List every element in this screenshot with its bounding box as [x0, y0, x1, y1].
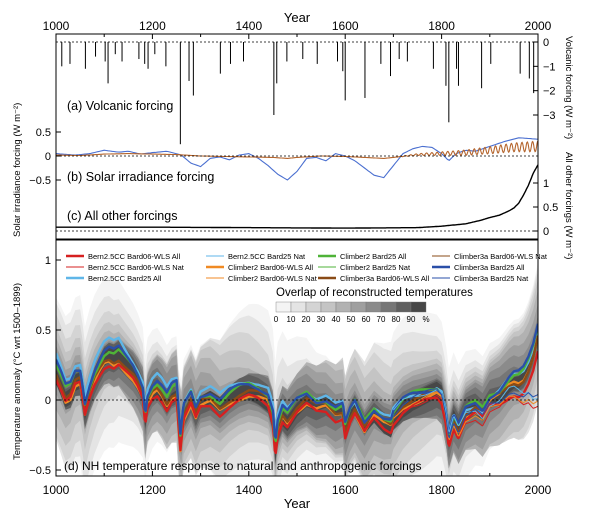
overlap-key-swatch: [335, 301, 352, 313]
volcanic-tick-label: −2: [543, 86, 556, 98]
overlap-key-swatch: [410, 301, 427, 313]
overlap-key-label: %: [422, 315, 429, 324]
other-tick-label: 0.5: [543, 202, 558, 214]
temperature-tick-label: 0.5: [36, 325, 51, 337]
overlap-key-swatch: [320, 301, 337, 313]
volcanic-tick-label: 0: [543, 37, 549, 49]
solar-series-line-2: [56, 140, 538, 159]
temperature-series-line-4: [56, 350, 538, 455]
overlap-key-label: 50: [347, 315, 356, 324]
solar-tick-label: −0.5: [29, 175, 51, 187]
temperature-panel: [56, 323, 538, 455]
overlap-band-7: [56, 322, 538, 465]
overlap-key-label: 90: [407, 315, 416, 324]
overlap-key-swatch: [380, 301, 397, 313]
solar-tick-label: 0.5: [36, 127, 51, 139]
overlap-bands: [56, 261, 538, 476]
temperature-tick-label: 1: [45, 255, 51, 267]
temperature-series-line-7: [393, 385, 538, 433]
solar-forcing-panel: [56, 137, 538, 181]
other-axis-title: All other forcings (W m⁻²): [563, 152, 574, 259]
temperature-series-line-10: [393, 388, 538, 439]
legend-entry: Climber2 Bard25 Nat: [340, 263, 411, 272]
overlap-key-label: 30: [317, 315, 326, 324]
volcanic-tick-label: −3: [543, 110, 556, 122]
other-forcings-line: [56, 164, 538, 229]
x-tick-label-bottom: 1000: [43, 483, 70, 497]
legend-entry: Climber2 Bard06-WLS Nat: [228, 274, 318, 283]
overlap-key-label: 10: [287, 315, 296, 324]
temperature-series-line-9: [393, 391, 538, 441]
other-forcings-panel: [56, 164, 538, 229]
volcanic-tick-label: −1: [543, 61, 556, 73]
legend-entry: Bern2.5CC Bard25 All: [88, 274, 162, 283]
x-tick-label-top: 1800: [428, 19, 455, 33]
overlap-key-label: 70: [377, 315, 386, 324]
x-tick-label-top: 1200: [139, 19, 166, 33]
overlap-key-label: 0: [274, 315, 279, 324]
temperature-panel-label: (d) NH temperature response to natural a…: [64, 459, 422, 473]
overlap-key-label: 40: [332, 315, 341, 324]
overlap-key-label: 20: [302, 315, 311, 324]
legend-entry: Climber3a Bard25 Nat: [454, 274, 529, 283]
temperature-axis-title: Temperature anomaly (°C wrt 1500–1899): [12, 283, 23, 460]
volcanic-panel-label: (a) Volcanic forcing: [67, 99, 173, 113]
x-tick-label-top: 1400: [235, 19, 262, 33]
solar-series-line-1: [56, 137, 538, 181]
overlap-key-swatch: [305, 301, 322, 313]
temperature-tick-label: −0.5: [29, 465, 51, 477]
x-tick-label-bottom: 1800: [428, 483, 455, 497]
solar-axis-title: Solar irradiance forcing (W m⁻²): [12, 103, 23, 237]
x-tick-label-bottom: 1600: [332, 483, 359, 497]
overlap-key-swatch: [365, 301, 382, 313]
overlap-key-label: 60: [362, 315, 371, 324]
solar-tick-label: 0: [45, 151, 51, 163]
x-tick-label-top: 1600: [332, 19, 359, 33]
x-tick-label-bottom: 1200: [139, 483, 166, 497]
legend-entry: Climber3a Bard06-WLS All: [340, 274, 430, 283]
other-tick-label: 1: [543, 178, 549, 190]
legend-entry: Bern2.5CC Bard25 Nat: [228, 252, 306, 261]
legend-entry: Bern2.5CC Bard06-WLS All: [88, 252, 180, 261]
other-tick-label: 0: [543, 226, 549, 238]
temperature-tick-label: 0: [45, 395, 51, 407]
overlap-key-swatch: [350, 301, 367, 313]
legend-entry: Bern2.5CC Bard06-WLS Nat: [88, 263, 185, 272]
overlap-key-label: 80: [392, 315, 401, 324]
legend-entry: Climber2 Bard25 All: [340, 252, 407, 261]
volcanic-forcing-panel: [61, 42, 535, 145]
legend-entry: Climber3a Bard06-WLS Nat: [454, 252, 548, 261]
other-panel-label: (c) All other forcings: [67, 209, 177, 223]
volcanic-axis-title: Volcanic forcing (W m⁻²): [563, 36, 574, 139]
series-legend: Bern2.5CC Bard06-WLS All Bern2.5CC Bard06…: [66, 252, 548, 283]
overlap-legend-title: Overlap of reconstructed temperatures: [276, 287, 473, 299]
x-tick-label-top: 1000: [43, 19, 70, 33]
x-axis-title-bottom: Year: [284, 496, 311, 511]
x-tick-label-bottom: 1400: [235, 483, 262, 497]
x-axis-title-top: Year: [284, 10, 311, 25]
x-tick-label-bottom: 2000: [525, 483, 552, 497]
overlap-key-swatch: [395, 301, 412, 313]
temperature-series-line-6: [56, 323, 538, 439]
overlap-key-swatch: [290, 301, 307, 313]
solar-panel-label: (b) Solar irradiance forcing: [67, 170, 214, 184]
overlap-key-swatch: [275, 301, 292, 313]
legend-entry: Climber2 Bard06-WLS All: [228, 263, 313, 272]
x-tick-label-top: 2000: [525, 19, 552, 33]
axes: 1000100012001200140014001600160018001800…: [29, 19, 558, 497]
legend-entry: Climber3a Bard25 All: [454, 263, 525, 272]
